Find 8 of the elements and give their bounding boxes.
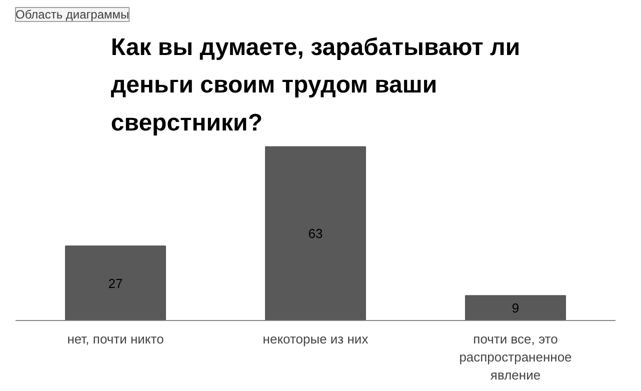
chart-title: Как вы думаете, зарабатывают ли деньги своим трудом ваши сверстники?	[110, 34, 520, 136]
text: Область диаграммы	[16, 8, 130, 22]
data-label: 27	[108, 276, 123, 291]
data-label: 9	[512, 300, 520, 316]
x-tick-label: нет, почти никто	[67, 332, 164, 346]
x-tick-label: некоторые из них	[262, 332, 369, 346]
data-label: 63	[308, 226, 323, 242]
x-tick-label: почти все, это распространенное явление	[459, 332, 572, 382]
